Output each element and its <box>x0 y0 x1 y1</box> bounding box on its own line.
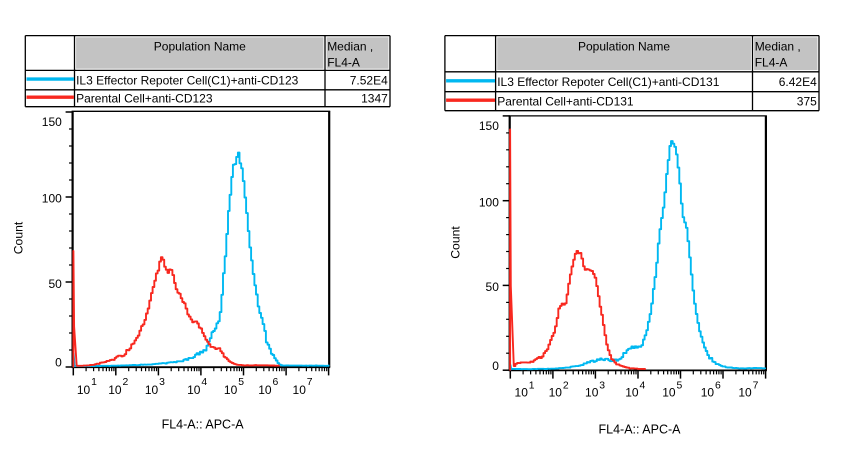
svg-text:Population Name: Population Name <box>578 40 670 54</box>
svg-text:375: 375 <box>797 95 817 109</box>
svg-text:0: 0 <box>55 356 62 370</box>
svg-text:10: 10 <box>77 383 91 397</box>
svg-text:FL4-A:: APC-A: FL4-A:: APC-A <box>162 418 245 432</box>
svg-text:10: 10 <box>549 386 563 400</box>
svg-text:Count: Count <box>12 221 26 254</box>
svg-text:10: 10 <box>585 386 599 400</box>
svg-text:Median ,: Median , <box>755 40 801 54</box>
svg-text:3: 3 <box>159 377 165 388</box>
svg-text:1347: 1347 <box>361 92 388 106</box>
svg-text:10: 10 <box>293 383 307 397</box>
svg-text:Parental Cell+anti-CD131: Parental Cell+anti-CD131 <box>497 95 634 109</box>
svg-text:100: 100 <box>42 192 62 206</box>
svg-text:4: 4 <box>640 380 646 391</box>
svg-text:Population Name: Population Name <box>154 40 246 54</box>
svg-text:Parental Cell+anti-CD123: Parental Cell+anti-CD123 <box>76 92 213 106</box>
svg-text:1: 1 <box>91 377 97 388</box>
svg-text:FL4-A: FL4-A <box>327 56 360 70</box>
svg-text:2: 2 <box>563 380 569 391</box>
svg-text:10: 10 <box>258 383 272 397</box>
svg-text:0: 0 <box>492 359 499 373</box>
svg-text:150: 150 <box>42 115 62 129</box>
svg-text:IL3 Effector Repoter Cell(C1)+: IL3 Effector Repoter Cell(C1)+anti-CD123 <box>76 74 299 88</box>
svg-text:10: 10 <box>662 386 676 400</box>
svg-text:10: 10 <box>701 386 715 400</box>
svg-text:Median ,: Median , <box>327 40 373 54</box>
svg-text:Count: Count <box>449 226 463 259</box>
svg-text:FL4-A:: APC-A: FL4-A:: APC-A <box>599 422 682 436</box>
svg-text:50: 50 <box>486 280 500 294</box>
svg-text:4: 4 <box>201 377 207 388</box>
svg-text:3: 3 <box>599 380 605 391</box>
svg-text:100: 100 <box>479 195 499 209</box>
svg-text:6: 6 <box>715 380 721 391</box>
svg-text:10: 10 <box>224 383 238 397</box>
svg-text:7: 7 <box>307 377 313 388</box>
svg-text:IL3 Effector Repoter Cell(C1)+: IL3 Effector Repoter Cell(C1)+anti-CD131 <box>497 75 720 89</box>
svg-text:10: 10 <box>187 383 201 397</box>
svg-text:6.42E4: 6.42E4 <box>779 75 817 89</box>
svg-text:10: 10 <box>738 386 752 400</box>
svg-text:10: 10 <box>108 383 122 397</box>
svg-text:10: 10 <box>145 383 159 397</box>
svg-text:50: 50 <box>48 277 62 291</box>
svg-text:5: 5 <box>238 377 244 388</box>
svg-text:FL4-A: FL4-A <box>755 56 788 70</box>
svg-text:7.52E4: 7.52E4 <box>350 74 388 88</box>
svg-text:5: 5 <box>677 380 683 391</box>
svg-text:10: 10 <box>625 386 639 400</box>
svg-text:2: 2 <box>123 377 129 388</box>
svg-text:7: 7 <box>753 380 759 391</box>
svg-text:1: 1 <box>529 380 535 391</box>
svg-text:10: 10 <box>515 386 529 400</box>
svg-text:6: 6 <box>273 377 279 388</box>
svg-text:150: 150 <box>479 119 499 133</box>
